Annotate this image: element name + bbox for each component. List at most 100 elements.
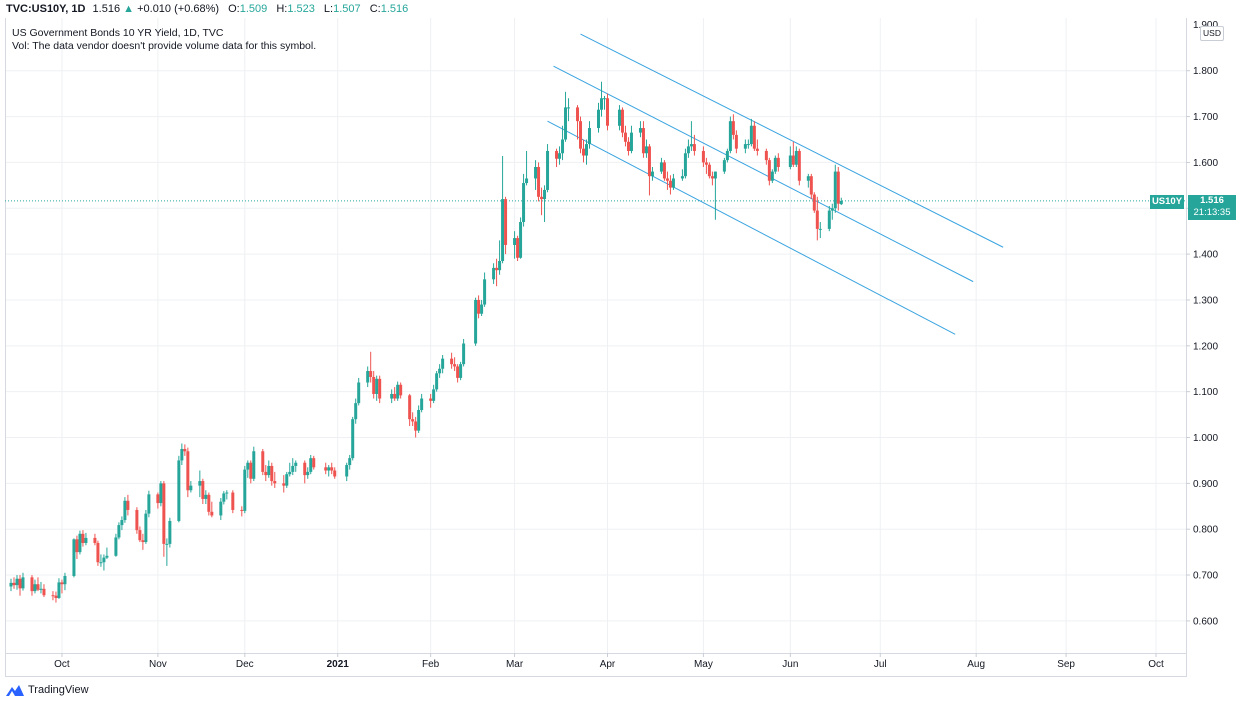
candle [207, 492, 211, 516]
candle-body [189, 485, 193, 491]
candle-body [806, 176, 810, 181]
candle [21, 572, 25, 591]
candle [162, 481, 166, 557]
candle [728, 116, 732, 154]
candle [141, 533, 145, 550]
legend-title[interactable]: US Government Bonds 10 YR Yield, 1D, TVC [12, 27, 224, 39]
candle-body [225, 492, 229, 494]
candle [333, 467, 337, 479]
candle-body [519, 222, 523, 258]
candle-body [291, 465, 295, 472]
candle [689, 121, 693, 151]
candle [375, 375, 379, 401]
candle-body [18, 578, 22, 589]
candle-body [459, 364, 463, 378]
channel-line[interactable] [580, 33, 1004, 248]
candles [9, 81, 843, 603]
candle [770, 169, 774, 184]
time-tick-label: Oct [1148, 659, 1164, 670]
currency-badge[interactable]: USD [1200, 26, 1224, 41]
price-axis[interactable]: 0.600 0.700 0.800 0.900 1.000 1.100 1.200 1.300… [1186, 66, 1218, 627]
candle-body [390, 393, 394, 399]
candle [543, 185, 547, 223]
candle [105, 547, 109, 560]
time-tick-label: Oct [54, 659, 70, 670]
candle [273, 471, 277, 488]
candle-body [81, 533, 85, 543]
time-tick-label: Nov [149, 659, 167, 670]
candle [18, 575, 22, 596]
candle-body [641, 128, 645, 154]
candle-body [429, 398, 433, 401]
candle-body [474, 299, 478, 344]
footer-brand[interactable]: TradingView [6, 682, 89, 698]
candle [63, 572, 67, 591]
candle [219, 498, 223, 521]
candle-body [755, 148, 759, 151]
candle [794, 146, 798, 168]
candle [81, 530, 85, 547]
candle-body [123, 500, 127, 521]
candle [617, 105, 621, 131]
candle [836, 167, 840, 211]
candle [582, 139, 586, 163]
candle-body [63, 575, 67, 585]
channel-line[interactable] [547, 120, 956, 335]
candle-body [9, 582, 13, 587]
candle [36, 577, 40, 592]
candle [668, 175, 672, 195]
candle [312, 455, 316, 470]
candle-body [707, 164, 711, 177]
candle-body [144, 513, 148, 543]
candle [683, 148, 687, 179]
candle-body [722, 160, 726, 172]
last-price-value: 1.516 [1200, 195, 1224, 206]
trend-channel[interactable] [547, 33, 1004, 335]
candle [327, 465, 331, 477]
candle [731, 114, 735, 140]
up-arrow-icon: ▲ [123, 3, 135, 15]
time-tick-label: Jul [874, 659, 887, 670]
time-tick-label: Apr [600, 659, 616, 670]
candle [588, 121, 592, 149]
candle-body [375, 378, 379, 394]
candle-body [294, 462, 298, 466]
candle-body [752, 125, 756, 149]
candle-body [366, 371, 370, 383]
candle [294, 460, 298, 472]
channel-line[interactable] [553, 65, 974, 283]
candle-body [378, 378, 382, 399]
candle-body [483, 279, 487, 305]
candle [540, 187, 544, 216]
candle [9, 578, 13, 592]
candle [680, 169, 684, 181]
candle [156, 492, 160, 509]
candle-body [582, 148, 586, 156]
candle-body [414, 421, 418, 431]
candle-body [393, 393, 397, 399]
candle-body [141, 540, 145, 543]
candle [650, 167, 654, 181]
candle-body [240, 509, 244, 511]
candle-body [159, 483, 163, 504]
candle-body [704, 162, 708, 165]
candle-body [725, 150, 729, 161]
candle-body [764, 150, 768, 161]
candle [393, 387, 397, 401]
candle-body [147, 494, 151, 514]
symbol-name[interactable]: TVC:US10Y, 1D [6, 3, 86, 15]
candle [429, 393, 433, 408]
candle [567, 98, 571, 122]
time-axis[interactable]: Oct Nov Dec 2021 Feb Mar Apr May Jun Jul Aug Sep Oct [54, 653, 1164, 670]
candle [12, 577, 16, 589]
candle-body [683, 153, 687, 177]
candle [396, 381, 400, 401]
price-tick-label: 1.300 [1193, 295, 1218, 306]
candle-body [492, 267, 496, 280]
open-label: O: [228, 3, 240, 15]
candle-body [543, 189, 547, 200]
candle [474, 297, 478, 346]
candle-body [555, 150, 559, 159]
candle [441, 354, 445, 374]
